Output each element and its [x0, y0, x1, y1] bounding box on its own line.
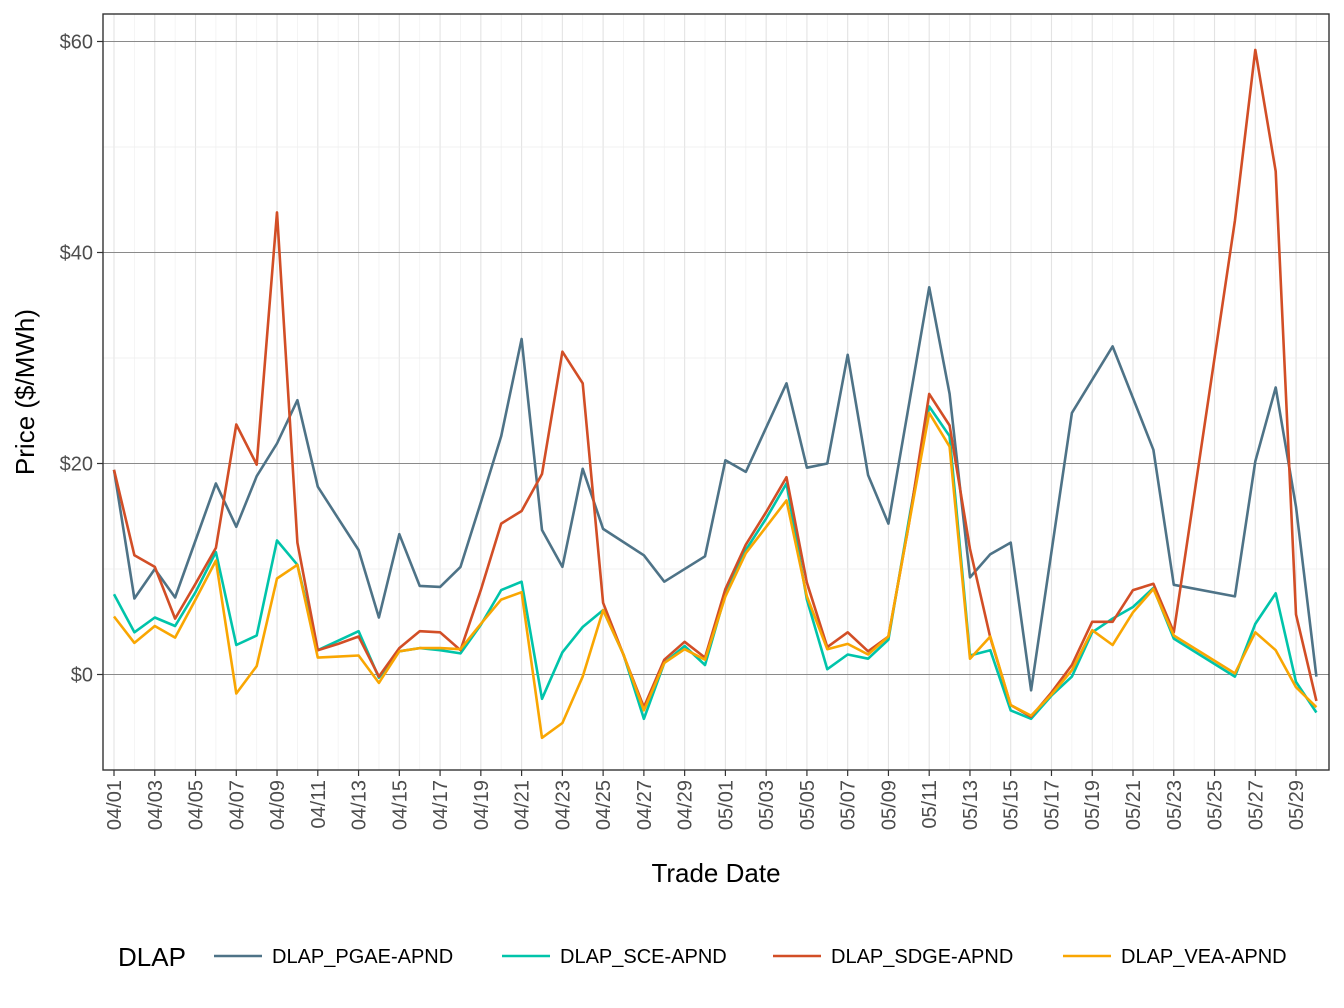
x-tick-label: 04/11 [308, 780, 330, 829]
x-tick-label: 04/07 [226, 780, 248, 830]
x-tick-label: 05/01 [715, 780, 737, 830]
x-tick-label: 05/05 [797, 780, 819, 830]
y-tick-label: $20 [60, 454, 93, 476]
x-tick-label: 05/15 [1001, 780, 1023, 830]
y-tick-label: $60 [60, 32, 93, 54]
x-tick-label: 05/09 [878, 780, 900, 830]
y-axis-title: Price ($/MWh) [10, 309, 40, 475]
x-tick-label: 05/13 [960, 780, 982, 830]
x-tick-label: 05/23 [1164, 780, 1186, 830]
x-tick-label: 04/01 [104, 780, 126, 830]
x-tick-label: 04/27 [634, 780, 656, 830]
y-tick-label: $0 [71, 665, 93, 687]
series-layer [112, 48, 1318, 740]
x-tick-label: 04/17 [430, 780, 452, 830]
x-tick-label: 04/15 [389, 780, 411, 830]
legend-label: DLAP_VEA-APND [1121, 946, 1287, 968]
x-tick-label: 04/03 [145, 780, 167, 830]
legend-label: DLAP_SDGE-APND [831, 946, 1013, 968]
x-axis: 04/01 04/03 04/05 04/07 04/09 04/11 04/13 04/15… [104, 770, 1308, 830]
x-tick-label: 05/03 [756, 780, 778, 830]
x-tick-label: 05/19 [1082, 780, 1104, 830]
x-tick-label: 05/29 [1286, 780, 1308, 830]
legend-title: DLAP [118, 942, 186, 972]
x-axis-title: Trade Date [651, 858, 780, 888]
x-tick-label: 04/05 [186, 780, 208, 830]
x-tick-label: 05/07 [838, 780, 860, 830]
series-line-dlap-pgae-apnd [112, 286, 1318, 692]
y-axis: $0 $20 $40 $60 [60, 32, 103, 687]
x-tick-label: 05/21 [1123, 780, 1145, 830]
panel-border [102, 13, 1330, 771]
x-tick-label: 04/21 [512, 780, 534, 830]
x-tick-label: 04/19 [471, 780, 493, 830]
grid-layer [103, 14, 1329, 770]
legend-label: DLAP_PGAE-APND [272, 946, 453, 968]
x-tick-label: 05/25 [1205, 780, 1227, 830]
x-tick-label: 04/29 [675, 780, 697, 830]
x-tick-label: 05/27 [1245, 780, 1267, 830]
x-tick-label: 04/09 [267, 780, 289, 830]
x-tick-label: 05/17 [1042, 780, 1064, 830]
series-line-dlap-vea-apnd [112, 411, 1318, 740]
x-tick-label: 04/13 [349, 780, 371, 830]
legend: DLAP DLAP_PGAE-APND DLAP_SCE-APND DLAP_SDGE… [118, 942, 1287, 972]
x-tick-label: 04/25 [593, 780, 615, 830]
x-tick-label: 04/23 [552, 780, 574, 830]
x-tick-label: 05/11 [919, 780, 941, 829]
y-tick-label: $40 [60, 243, 93, 265]
legend-label: DLAP_SCE-APND [560, 946, 727, 968]
